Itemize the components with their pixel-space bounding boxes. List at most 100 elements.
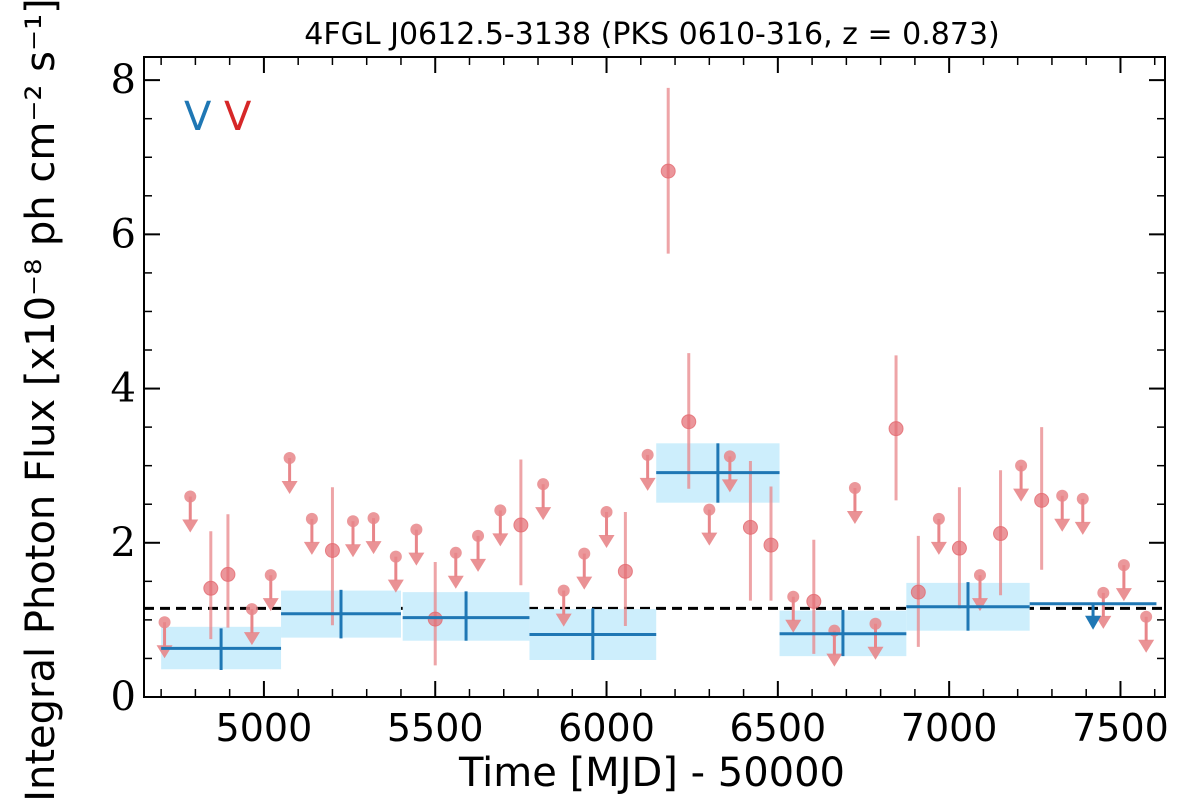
upper-limit-arrow-head: [867, 646, 884, 660]
legend-entry: V: [184, 94, 212, 140]
upper-limit-point: [389, 550, 402, 563]
plot-area: [143, 56, 1166, 698]
x-tick-label: 6000: [558, 706, 655, 750]
upper-limit-arrow-head: [576, 576, 593, 590]
data-point: [951, 540, 967, 556]
y-tick-label: 0: [111, 674, 136, 720]
upper-limit-arrow-head: [262, 598, 279, 612]
y-axis: 0 2 4 6 8: [111, 57, 1165, 720]
upper-limit-arrow-head: [826, 653, 843, 667]
upper-limit-point: [449, 546, 462, 559]
upper-limit-point: [305, 512, 318, 525]
legend-entry: V: [224, 94, 252, 140]
data-point: [681, 414, 697, 430]
upper-limit-arrow-head: [639, 477, 656, 491]
data-point: [763, 537, 779, 553]
upper-limit-arrow-head: [1013, 488, 1030, 502]
upper-limit-point: [158, 616, 171, 629]
upper-limit-arrow-head: [387, 579, 404, 593]
upper-limit-arrow-head: [555, 613, 572, 627]
upper-limit-arrow-head: [535, 507, 552, 521]
upper-limit-arrow-head: [281, 480, 298, 494]
upper-limit-arrow-head: [785, 619, 802, 633]
upper-limit-arrow-head: [1074, 521, 1091, 535]
upper-limit-arrow-head: [1138, 639, 1155, 653]
upper-limit-arrow-head: [447, 575, 464, 589]
upper-limit-point: [932, 512, 945, 525]
upper-limit-point: [1140, 610, 1153, 623]
plot-frame: [143, 56, 1166, 698]
upper-limit-point: [1076, 492, 1089, 505]
upper-limit-arrow-head: [1115, 588, 1132, 602]
y-tick-label: 8: [111, 57, 136, 103]
data-point: [660, 163, 676, 179]
upper-limit-arrow-head: [1095, 615, 1112, 629]
data-point: [203, 580, 219, 596]
upper-limit-point: [264, 569, 277, 582]
x-axis-title: Time [MJD] - 50000: [458, 750, 845, 796]
upper-limit-arrow-head: [846, 511, 863, 525]
upper-limit-point: [1056, 489, 1069, 502]
data-point: [888, 421, 904, 437]
x-axis: 5000 5500 6000 6500 7000 7500: [160, 57, 1169, 750]
upper-limit-point: [578, 547, 591, 560]
upper-limit-arrow-head: [721, 479, 738, 493]
data-point: [617, 563, 633, 579]
upper-limit-point: [1117, 559, 1130, 572]
upper-limit-arrow-head: [1054, 518, 1071, 532]
upper-limit-arrow-head: [365, 541, 382, 555]
x-tick-label: 5000: [216, 706, 313, 750]
y-tick-label: 2: [111, 520, 136, 566]
data-point: [324, 542, 340, 558]
upper-limit-point: [494, 504, 507, 517]
y-axis-title: Integral Photon Flux [x10⁻⁸ ph cm⁻² s⁻¹]: [18, 0, 64, 800]
data-point: [993, 526, 1009, 542]
upper-limit-point: [367, 512, 380, 525]
data-point: [742, 519, 758, 535]
x-tick-label: 6500: [729, 706, 826, 750]
data-point: [806, 593, 822, 609]
chart-title: 4FGL J0612.5-3138 (PKS 0610-316, z = 0.8…: [304, 17, 999, 52]
data-point: [1034, 492, 1050, 508]
upper-limit-arrow-head: [598, 534, 615, 548]
upper-limit-arrow-head: [408, 552, 425, 566]
data-point: [427, 611, 443, 627]
x-tick-label: 7500: [1072, 706, 1169, 750]
upper-limit-point: [537, 478, 550, 491]
upper-limit-point: [787, 590, 800, 603]
upper-limit-point: [346, 515, 359, 528]
x-tick-label: 7000: [901, 706, 998, 750]
upper-limit-point: [1097, 586, 1110, 599]
upper-limit-point: [557, 584, 570, 597]
upper-limit-point: [410, 523, 423, 536]
upper-limit-arrow-head: [243, 632, 260, 646]
long-bin-upper-limit-head: [1085, 615, 1102, 630]
upper-limit-arrow-head: [930, 541, 947, 555]
upper-limit-point: [641, 448, 654, 461]
upper-limit-arrow-head: [701, 532, 718, 546]
upper-limit-point: [245, 603, 258, 616]
upper-limit-point: [184, 490, 197, 503]
upper-limit-arrow-head: [303, 541, 320, 555]
upper-limit-arrow-head: [182, 519, 199, 533]
upper-limit-point: [973, 569, 986, 582]
upper-limit-point: [848, 482, 861, 495]
upper-limit-arrow-head: [492, 533, 509, 547]
upper-limit-point: [723, 450, 736, 463]
upper-limit-point: [600, 505, 613, 518]
y-tick-label: 6: [111, 211, 136, 257]
upper-limit-point: [1015, 459, 1028, 472]
upper-limit-arrow-head: [344, 544, 361, 558]
upper-limit-point: [869, 617, 882, 630]
upper-limit-arrow-head: [470, 558, 487, 572]
data-point: [220, 566, 236, 582]
y-tick-label: 4: [111, 366, 136, 412]
upper-limit-point: [703, 503, 716, 516]
x-tick-label: 5500: [387, 706, 484, 750]
upper-limit-point: [283, 451, 296, 464]
data-point: [513, 517, 529, 533]
data-point: [910, 584, 926, 600]
upper-limit-point: [472, 529, 485, 542]
